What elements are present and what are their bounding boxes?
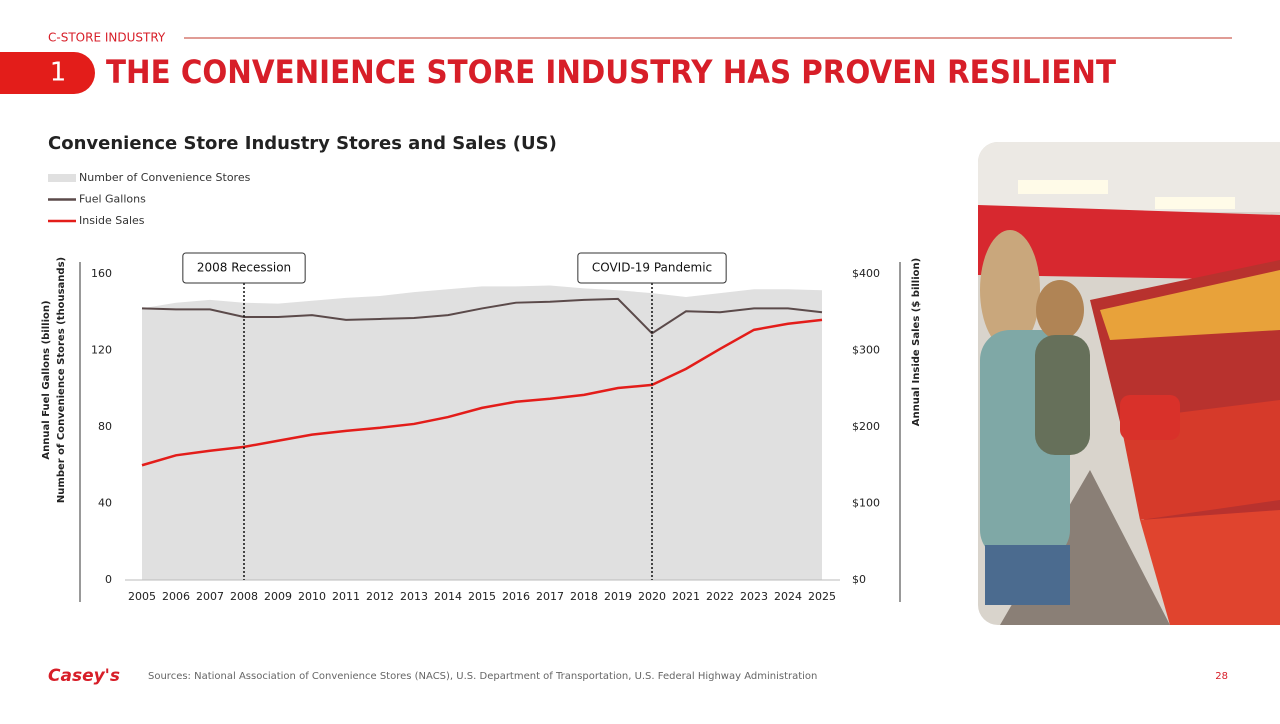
x-tick-label: 2015 (468, 590, 496, 603)
line (141, 297, 823, 335)
x-tick-label: 2020 (638, 590, 666, 603)
x-tick-label: 2023 (740, 590, 768, 603)
x-tick-label: 2013 (400, 590, 428, 603)
legend-swatch (48, 174, 76, 182)
sources: Sources: National Association of Conveni… (148, 671, 817, 682)
annotation-label: 2008 Recession (197, 261, 291, 275)
x-tick-label: 2007 (196, 590, 224, 603)
annotation-box (182, 252, 306, 284)
section-label: C-STORE INDUSTRY (48, 31, 166, 45)
y2-tick-label: $100 (852, 497, 880, 510)
y2-axis-title: Annual Inside Sales ($ billion) (911, 258, 922, 426)
chart-title: Convenience Store Industry Stores and Sa… (48, 133, 557, 154)
y2-tick-label: $0 (852, 573, 866, 586)
logo: Casey's (48, 666, 120, 686)
y-axis-title: Number of Convenience Stores (thousands) (56, 257, 67, 503)
photo (978, 142, 1280, 625)
x-tick-label: 2016 (502, 590, 530, 603)
x-tick-label: 2025 (808, 590, 836, 603)
x-tick-label: 2008 (230, 590, 258, 603)
x-tick-label: 2005 (128, 590, 156, 603)
section-number: 1 (50, 58, 67, 88)
y-tick-label: 120 (91, 344, 112, 357)
x-tick-label: 2009 (264, 590, 292, 603)
x-tick-label: 2012 (366, 590, 394, 603)
page-number: 28 (1215, 671, 1228, 682)
section-badge (0, 52, 95, 94)
x-tick-label: 2006 (162, 590, 190, 603)
y2-tick-label: $200 (852, 420, 880, 433)
legend-label: Number of Convenience Stores (79, 171, 251, 184)
x-tick-label: 2019 (604, 590, 632, 603)
x-tick-label: 2021 (672, 590, 700, 603)
y-tick-label: 160 (91, 267, 112, 280)
x-tick-label: 2018 (570, 590, 598, 603)
y-axis-title: Annual Fuel Gallons (billion) (41, 300, 52, 459)
chart: Number of Convenience Stores Fuel Gallons… (41, 171, 922, 603)
legend-label: Inside Sales (79, 214, 145, 227)
y-tick-label: 80 (98, 420, 112, 433)
x-tick-label: 2014 (434, 590, 462, 603)
annotation-box (577, 252, 727, 284)
annotation-label: COVID-19 Pandemic (592, 261, 712, 275)
x-tick-label: 2022 (706, 590, 734, 603)
x-tick-label: 2010 (298, 590, 326, 603)
y-tick-label: 0 (105, 573, 112, 586)
y2-tick-label: $400 (852, 267, 880, 280)
line (141, 318, 823, 467)
x-tick-label: 2017 (536, 590, 564, 603)
x-tick-label: 2011 (332, 590, 360, 603)
y-tick-label: 40 (98, 497, 112, 510)
y2-tick-label: $300 (852, 344, 880, 357)
x-tick-label: 2024 (774, 590, 802, 603)
legend-label: Fuel Gallons (79, 193, 146, 206)
slide-title: THE CONVENIENCE STORE INDUSTRY HAS PROVE… (106, 53, 1116, 91)
